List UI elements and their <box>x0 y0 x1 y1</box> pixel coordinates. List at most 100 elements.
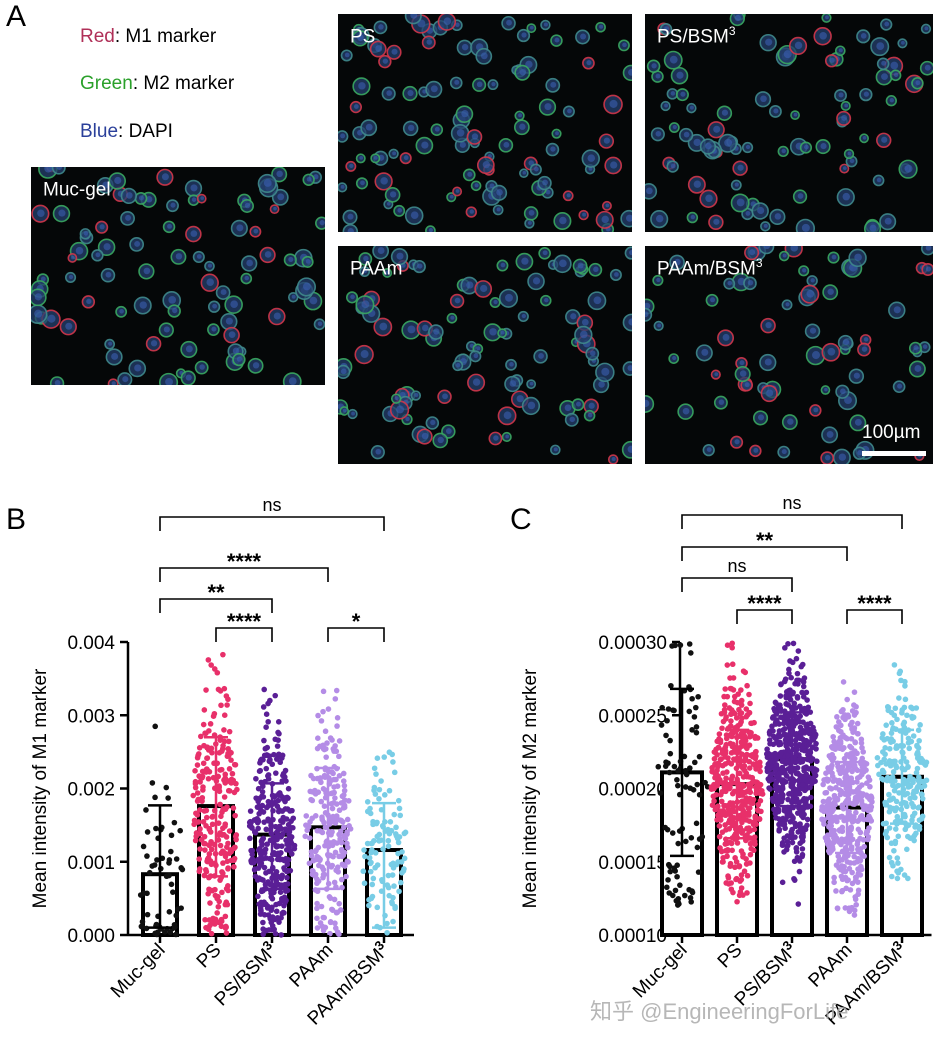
data-point <box>772 766 778 773</box>
cell <box>404 206 424 225</box>
data-point <box>331 789 337 796</box>
data-point <box>894 817 901 824</box>
data-point <box>809 756 816 762</box>
cell <box>105 348 123 366</box>
data-point <box>851 689 858 695</box>
data-point <box>718 756 725 762</box>
data-point <box>168 832 175 839</box>
data-point <box>862 803 869 810</box>
cell <box>249 225 262 238</box>
data-point <box>716 833 723 840</box>
data-point <box>214 910 220 916</box>
data-point <box>702 779 708 786</box>
cell <box>425 225 436 232</box>
data-point <box>255 785 262 792</box>
data-point <box>340 770 347 777</box>
cell <box>370 445 385 460</box>
data-point <box>225 840 231 847</box>
data-point <box>278 914 284 921</box>
cell <box>822 284 839 301</box>
data-point <box>876 771 882 778</box>
cell <box>501 431 512 443</box>
data-point <box>799 758 806 765</box>
cell <box>514 110 525 121</box>
data-point <box>905 740 912 746</box>
data-point <box>196 856 203 862</box>
data-point <box>831 874 837 881</box>
data-point <box>767 740 773 747</box>
data-point <box>905 833 911 840</box>
data-point <box>337 836 343 842</box>
image-label-muc-gel: Muc-gel <box>43 179 111 201</box>
data-point <box>790 689 796 696</box>
cell <box>601 200 612 211</box>
legend-red-text: : M1 marker <box>114 26 217 47</box>
data-point <box>841 779 847 786</box>
cell <box>581 149 600 168</box>
data-point <box>364 798 371 805</box>
data-point <box>834 714 840 720</box>
data-point <box>778 681 784 688</box>
data-point <box>895 860 901 866</box>
cell <box>115 305 128 318</box>
cell <box>857 342 871 357</box>
cell <box>49 376 65 385</box>
data-point <box>820 817 826 824</box>
data-point <box>821 808 827 815</box>
data-point <box>283 778 289 784</box>
data-point <box>813 740 819 747</box>
cell <box>759 353 777 372</box>
data-point <box>231 789 238 796</box>
data-point <box>221 712 228 719</box>
cell <box>120 187 138 205</box>
cell <box>488 431 503 446</box>
data-point <box>341 787 348 794</box>
data-point <box>880 749 886 755</box>
significance-label: **** <box>747 591 782 616</box>
data-point <box>152 794 158 801</box>
data-point <box>756 783 763 790</box>
data-point <box>275 850 281 857</box>
data-point <box>832 814 839 820</box>
data-point <box>674 873 680 880</box>
cell <box>302 173 315 186</box>
cell <box>908 360 926 378</box>
data-point <box>904 846 910 853</box>
cell <box>663 50 683 70</box>
data-point <box>921 783 928 789</box>
data-point <box>272 874 279 880</box>
cell <box>59 318 77 336</box>
data-point <box>264 841 271 847</box>
data-point <box>279 872 286 879</box>
data-point <box>211 666 218 672</box>
cell <box>383 199 394 210</box>
data-point <box>332 795 338 801</box>
data-point <box>212 916 219 923</box>
data-point <box>858 793 865 800</box>
cell <box>476 156 495 175</box>
cell <box>668 353 680 364</box>
data-point <box>854 838 861 845</box>
data-point <box>847 743 853 750</box>
data-point <box>836 858 842 864</box>
cell <box>545 77 561 93</box>
data-point <box>906 777 912 783</box>
cell <box>537 175 552 191</box>
cell <box>880 18 893 31</box>
data-point <box>146 869 153 876</box>
data-point <box>839 813 845 820</box>
data-point <box>333 867 339 874</box>
legend-green-word: Green <box>80 73 133 94</box>
data-point <box>334 840 340 846</box>
data-point <box>903 759 910 765</box>
cell <box>710 369 721 380</box>
data-point <box>840 706 846 713</box>
data-point <box>740 668 747 674</box>
data-point <box>900 721 907 728</box>
cell <box>470 180 482 192</box>
cell <box>370 153 381 164</box>
data-point <box>334 783 341 790</box>
cell <box>716 105 733 121</box>
data-point <box>797 773 804 779</box>
data-point <box>667 750 674 757</box>
